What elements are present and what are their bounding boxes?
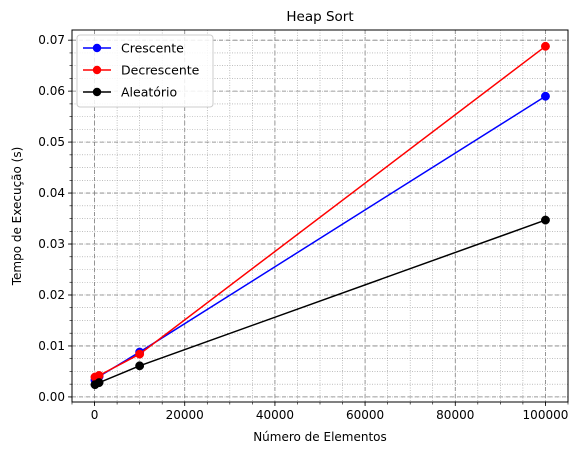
x-tick-label: 60000 xyxy=(346,408,384,422)
y-tick-label: 0.02 xyxy=(38,288,65,302)
legend-label-1: Crescente xyxy=(121,41,184,56)
y-axis-label: Tempo de Execução (s) xyxy=(10,147,24,287)
chart-title: Heap Sort xyxy=(286,9,353,25)
legend-label-2: Decrescente xyxy=(121,63,200,78)
series-3-point xyxy=(541,215,550,225)
y-tick-label: 0.03 xyxy=(38,237,65,251)
legend-marker-3 xyxy=(92,87,102,97)
legend-marker-2 xyxy=(92,65,102,75)
x-axis-label: Número de Elementos xyxy=(253,430,387,444)
x-tick-label: 80000 xyxy=(436,408,474,422)
x-tick-label: 0 xyxy=(91,408,99,422)
y-tick-label: 0.01 xyxy=(38,339,65,353)
x-tick-label: 20000 xyxy=(166,408,204,422)
y-tick-label: 0.00 xyxy=(38,390,65,404)
legend-marker-1 xyxy=(92,43,102,53)
y-tick-label: 0.06 xyxy=(38,84,65,98)
x-tick-label: 40000 xyxy=(256,408,294,422)
legend-box xyxy=(76,34,214,108)
series-2-point xyxy=(541,41,550,51)
series-1-point xyxy=(541,91,550,101)
y-tick-label: 0.05 xyxy=(38,135,65,149)
x-tick-label: 100000 xyxy=(523,408,569,422)
series-3-point xyxy=(135,361,145,371)
series-2-point xyxy=(135,349,145,359)
major-grid xyxy=(72,30,568,402)
legend: Crescente Decrescente Aleatório xyxy=(76,34,214,108)
series-3-point xyxy=(94,378,104,388)
series-layer xyxy=(90,41,550,390)
legend-label-3: Aleatório xyxy=(121,85,177,100)
y-tick-label: 0.07 xyxy=(38,33,65,47)
ticks-layer: 0 20000 40000 60000 80000 100000 0.00 0.01 0.02 0… xyxy=(38,33,568,422)
y-tick-label: 0.04 xyxy=(38,186,65,200)
